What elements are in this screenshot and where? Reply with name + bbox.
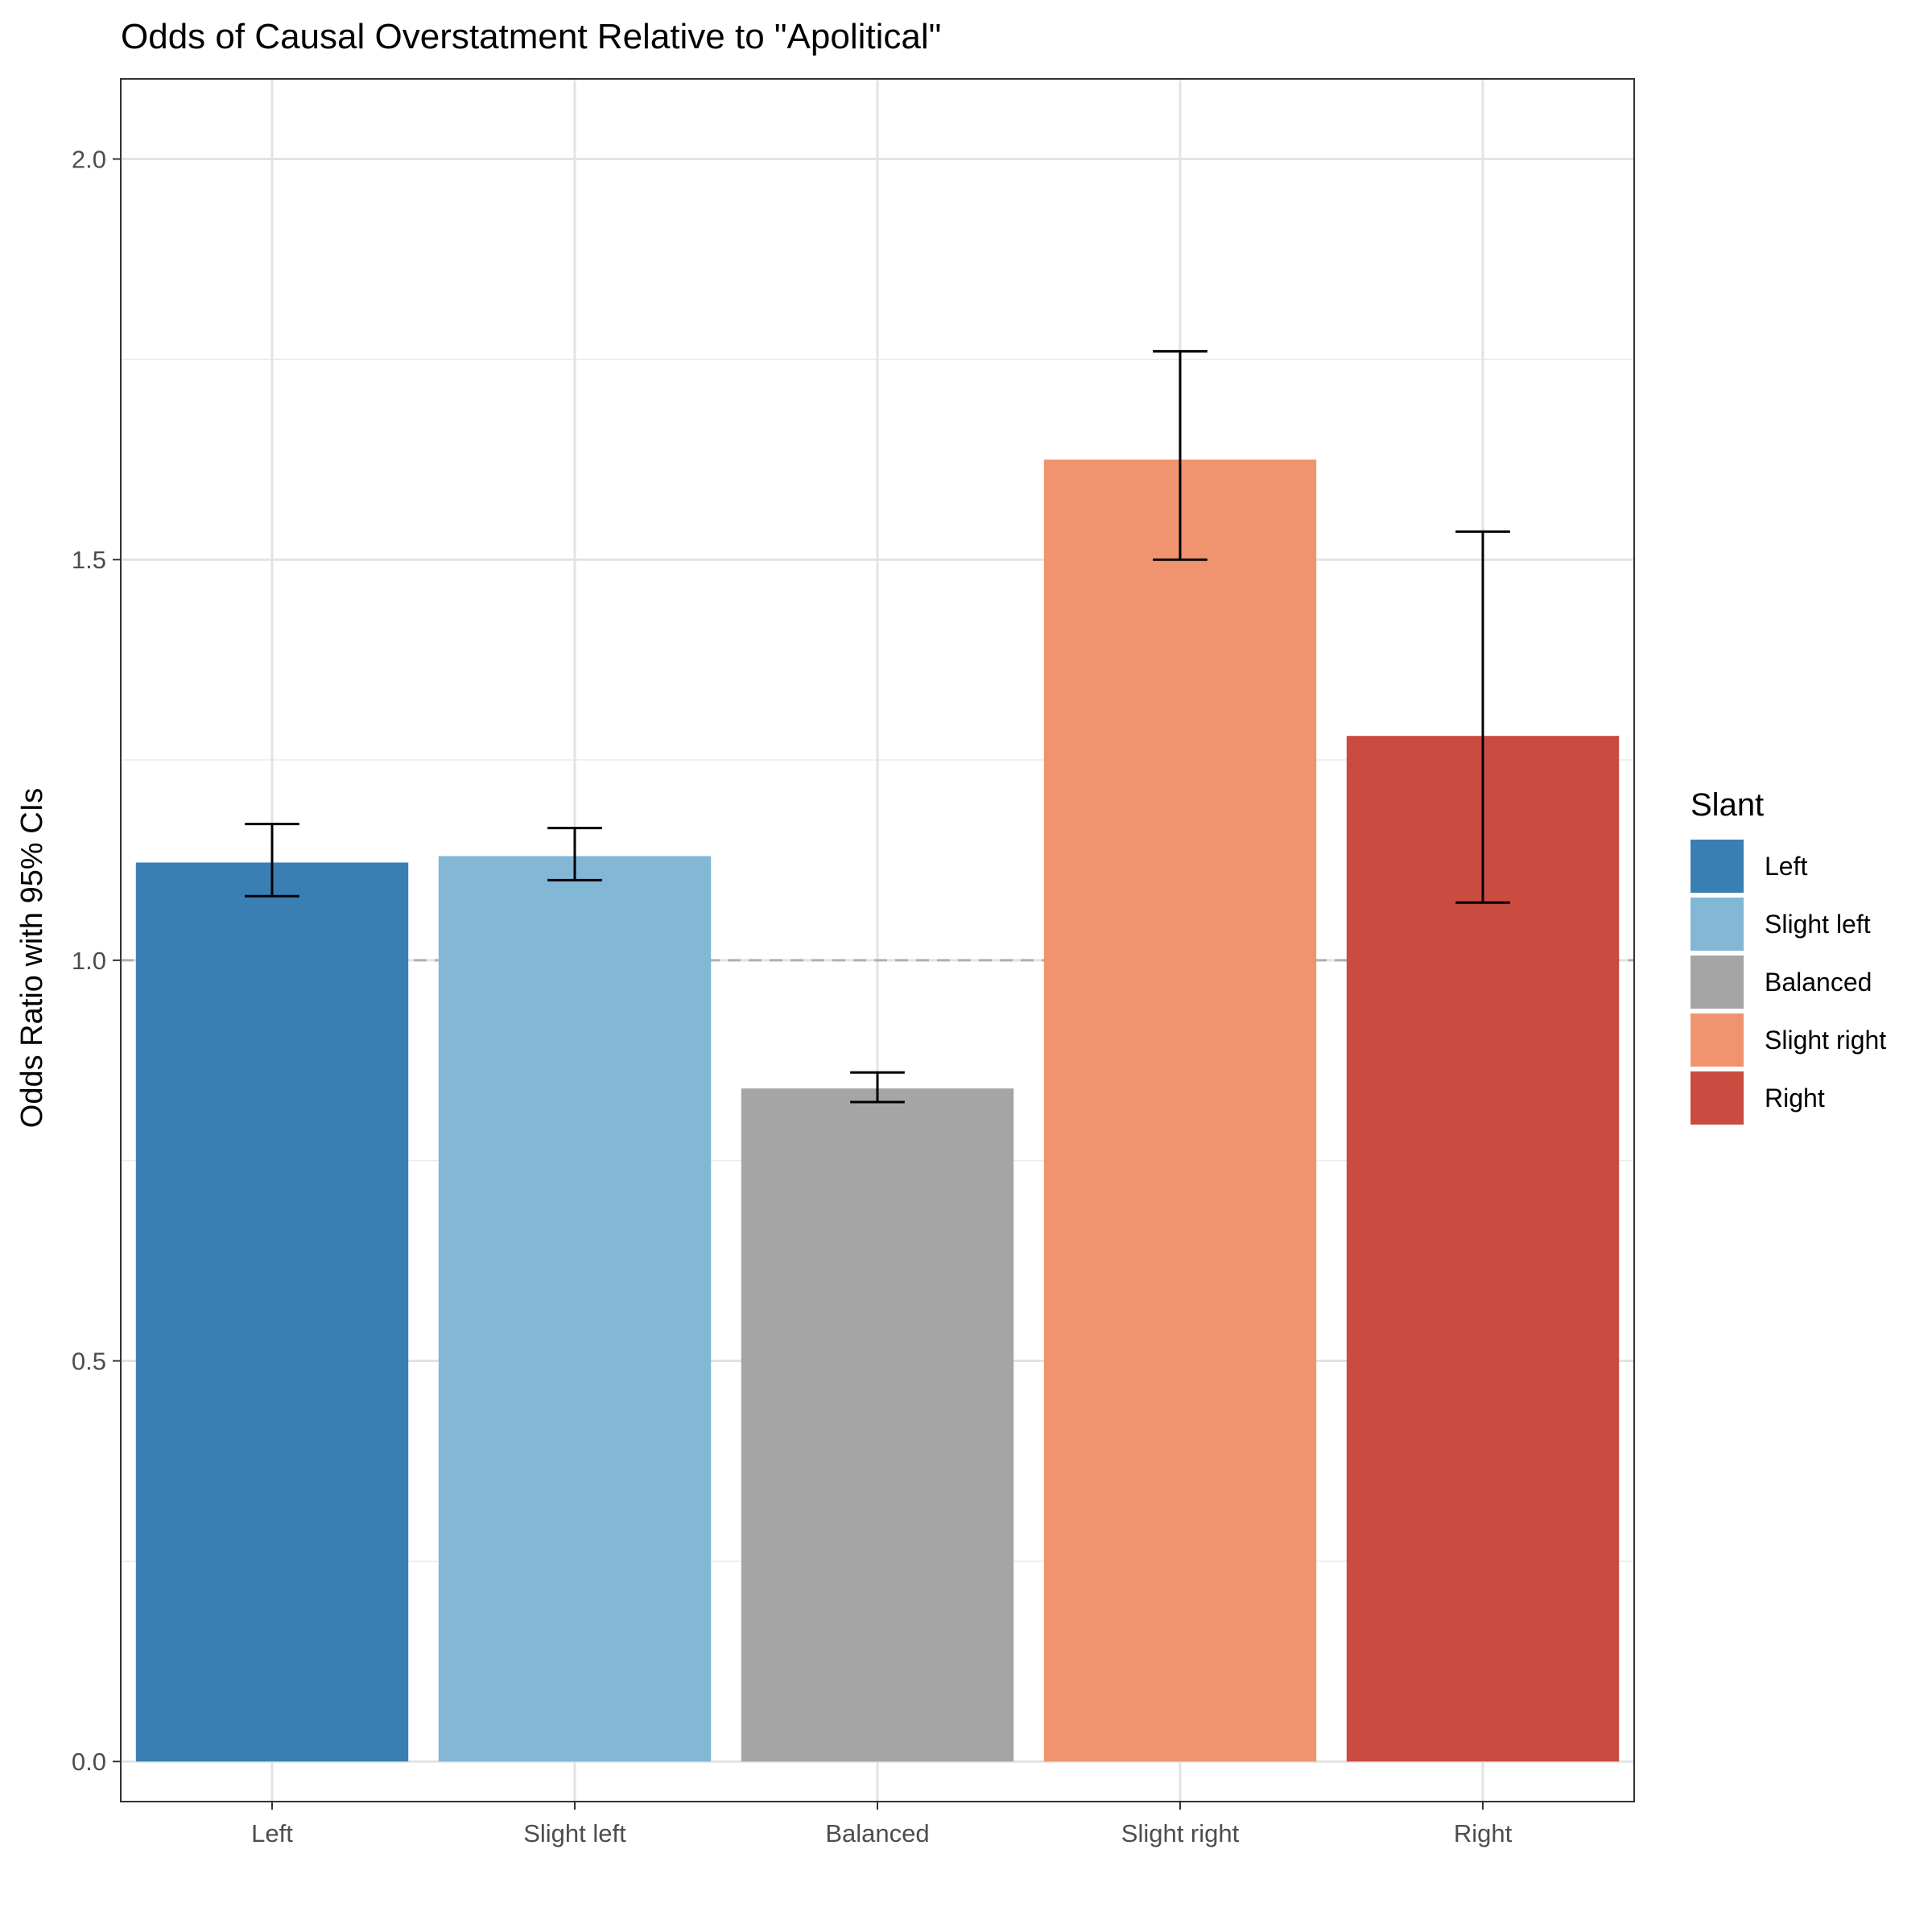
legend-key [1690, 956, 1744, 1009]
legend-label: Slight left [1765, 910, 1871, 939]
legend-label: Balanced [1765, 968, 1872, 997]
bar-slight-left [438, 856, 712, 1762]
y-tick-label: 1.5 [72, 546, 106, 574]
legend-key [1690, 898, 1744, 951]
y-axis: 0.0 0.5 1.0 1.5 2.0 [72, 146, 121, 1776]
legend-label: Left [1765, 852, 1807, 881]
legend-label: Slight right [1765, 1026, 1886, 1055]
y-tick-label: 2.0 [72, 146, 106, 174]
bar-slight-right [1043, 459, 1317, 1762]
chart-title: Odds of Causal Overstatment Relative to … [121, 17, 941, 56]
legend-key [1690, 1071, 1744, 1125]
y-tick-label: 1.0 [72, 947, 106, 975]
x-tick-label: Slight right [1121, 1819, 1240, 1847]
bars [135, 459, 1620, 1762]
legend-key [1690, 1013, 1744, 1067]
legend: Slant Left Slight left Balanced Slight righ… [1690, 787, 1886, 1125]
legend-key [1690, 840, 1744, 893]
legend-title: Slant [1690, 787, 1764, 823]
x-tick-label: Right [1454, 1819, 1513, 1847]
bar-left [135, 862, 409, 1762]
bar-balanced [741, 1088, 1014, 1762]
error-bar [547, 827, 602, 881]
y-axis-title: Odds Ratio with 95% CIs [15, 788, 49, 1128]
x-tick-label: Left [251, 1819, 293, 1847]
error-bars [245, 349, 1510, 1104]
error-bar [850, 1071, 905, 1104]
bar-right [1346, 736, 1620, 1762]
x-tick-label: Balanced [825, 1819, 929, 1847]
error-bar [245, 823, 299, 898]
y-tick-label: 0.0 [72, 1748, 106, 1776]
y-tick-label: 0.5 [72, 1348, 106, 1376]
error-bar [1153, 349, 1208, 561]
error-bar [1455, 530, 1510, 904]
legend-label: Right [1765, 1084, 1825, 1113]
x-tick-label: Slight left [523, 1819, 626, 1847]
x-axis: Left Slight left Balanced Slight right Right [251, 1802, 1513, 1847]
